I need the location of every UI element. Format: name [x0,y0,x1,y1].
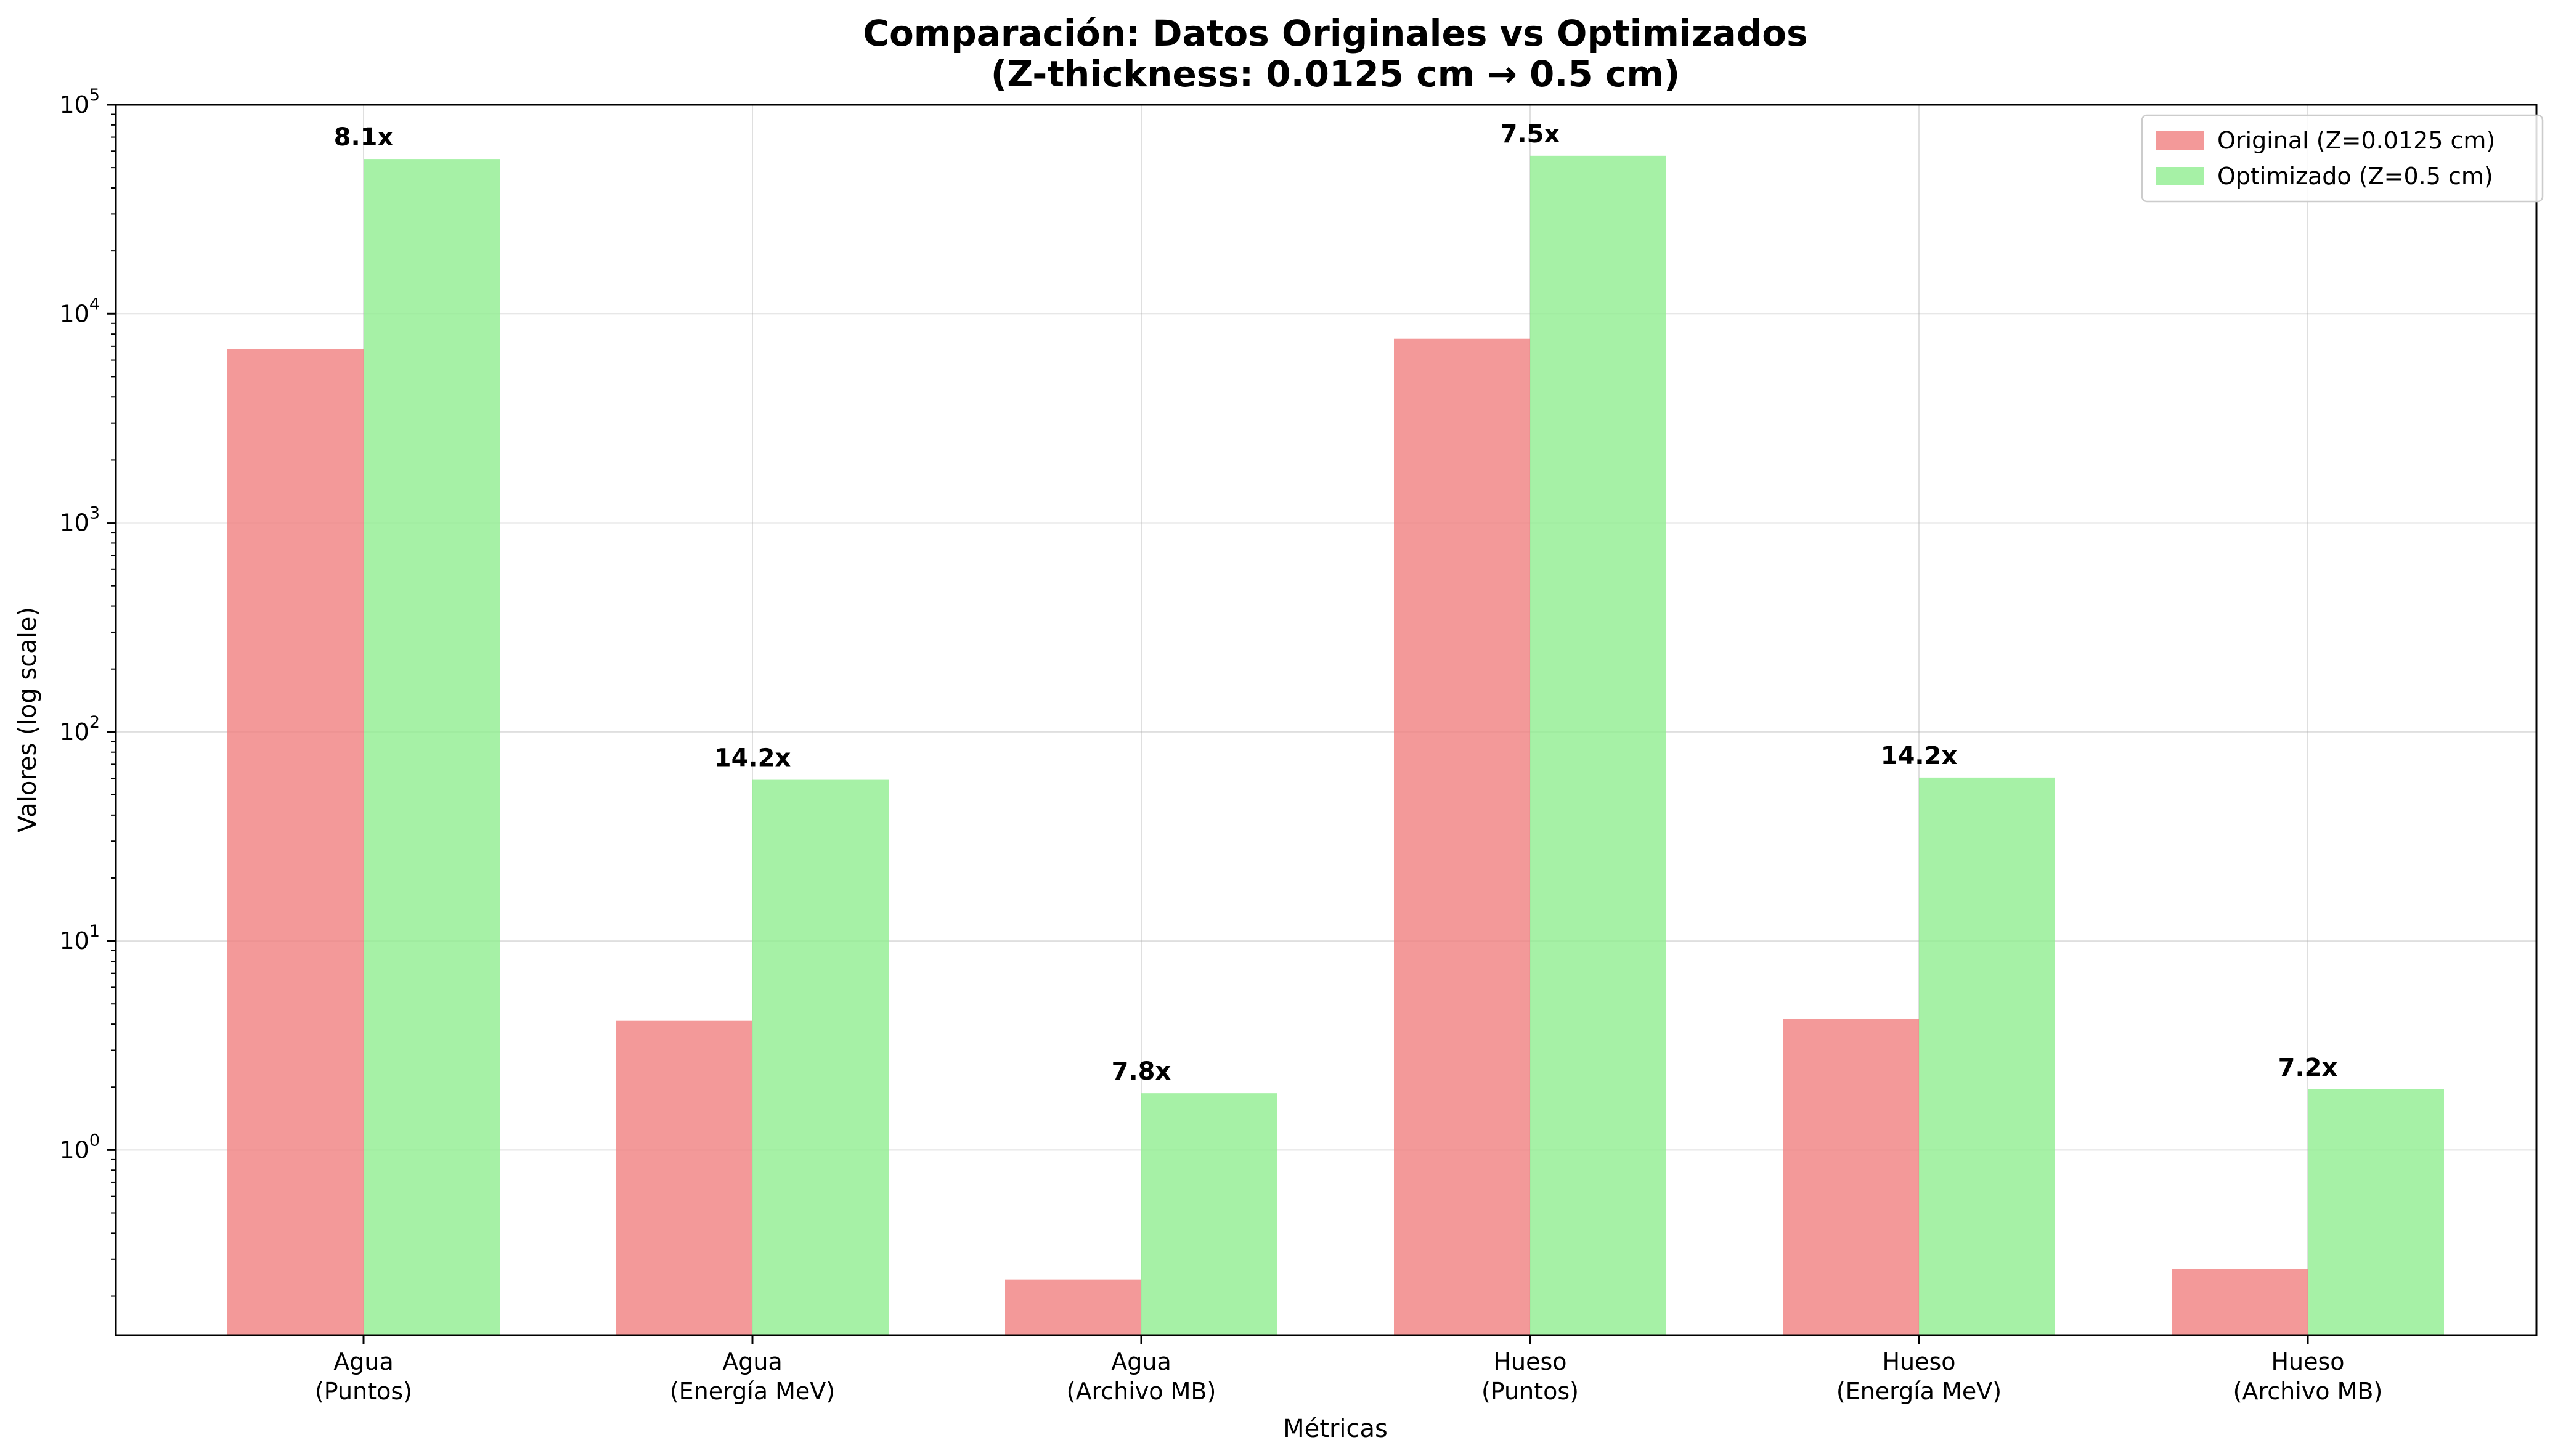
y-tick-label-5: 105 [59,86,100,118]
ratio-label-0: 8.1x [334,123,394,152]
chart-title-line2: (Z-thickness: 0.0125 cm → 0.5 cm) [991,53,1680,95]
legend-box [2141,114,2544,203]
bar-optimizado-3 [1530,155,1666,1335]
x-tick-label-1-1: (Energía MeV) [670,1378,835,1405]
legend-label-optimizado: Optimizado (Z=0.5 cm) [2217,163,2493,190]
bar-optimizado-4 [1919,777,2055,1335]
chart-title-line1: Comparación: Datos Originales vs Optimiz… [863,12,1807,54]
bar-optimizado-5 [2308,1089,2444,1335]
y-tick-label-4: 104 [59,295,100,327]
grid [116,104,2536,1335]
x-tick-label-1-0: Agua [722,1348,783,1375]
ratio-label-4: 14.2x [1881,742,1958,770]
ratio-label-1: 14.2x [714,744,791,773]
ratio-labels: 8.1x 14.2x 7.8x 7.5x 14.2x 7.2x [334,120,2338,1086]
x-tick-label-5-0: Hueso [2271,1348,2344,1375]
bars [227,155,2444,1335]
x-axis-ticks: Agua (Puntos) Agua (Energía MeV) Agua (Archiv… [315,1335,2382,1405]
legend-label-original: Original (Z=0.0125 cm) [2217,127,2495,154]
x-tick-label-2-0: Agua [1111,1348,1171,1375]
bar-original-5 [2172,1269,2308,1335]
bar-original-2 [1005,1279,1141,1335]
bar-original-3 [1394,338,1530,1335]
plot-frame [115,104,2538,1336]
bar-original-4 [1783,1019,1919,1335]
x-tick-label-0-0: Agua [333,1348,394,1375]
legend: Original (Z=0.0125 cm) Optimizado (Z=0.5… [2141,114,2544,203]
ratio-label-5: 7.2x [2278,1054,2338,1082]
x-tick-label-5-1: (Archivo MB) [2233,1378,2383,1405]
bar-original-0 [227,349,364,1335]
y-tick-label-2: 102 [59,713,100,746]
legend-swatch-optimizado [2156,167,2204,185]
x-tick-label-3-0: Hueso [1493,1348,1566,1375]
bar-original-1 [616,1020,752,1335]
x-tick-label-4-1: (Energía MeV) [1836,1378,2002,1405]
x-tick-label-4-0: Hueso [1882,1348,1955,1375]
bar-optimizado-0 [364,159,500,1335]
x-tick-label-0-1: (Puntos) [315,1378,412,1405]
bar-optimizado-2 [1141,1093,1277,1335]
x-tick-label-2-1: (Archivo MB) [1067,1378,1216,1405]
y-tick-label-3: 103 [59,504,100,537]
x-tick-label-3-1: (Puntos) [1481,1378,1579,1405]
x-axis-label: Métricas [1283,1415,1388,1443]
y-axis-ticks: 100 101 102 103 104 105 [59,86,116,1297]
bar-optimizado-1 [752,779,889,1335]
ratio-label-3: 7.5x [1501,120,1560,148]
y-axis-label: Valores (log scale) [14,607,42,832]
ratio-label-2: 7.8x [1112,1057,1171,1086]
legend-swatch-original [2156,131,2204,150]
y-tick-label-0: 100 [59,1131,100,1163]
y-tick-label-1: 101 [59,922,100,954]
